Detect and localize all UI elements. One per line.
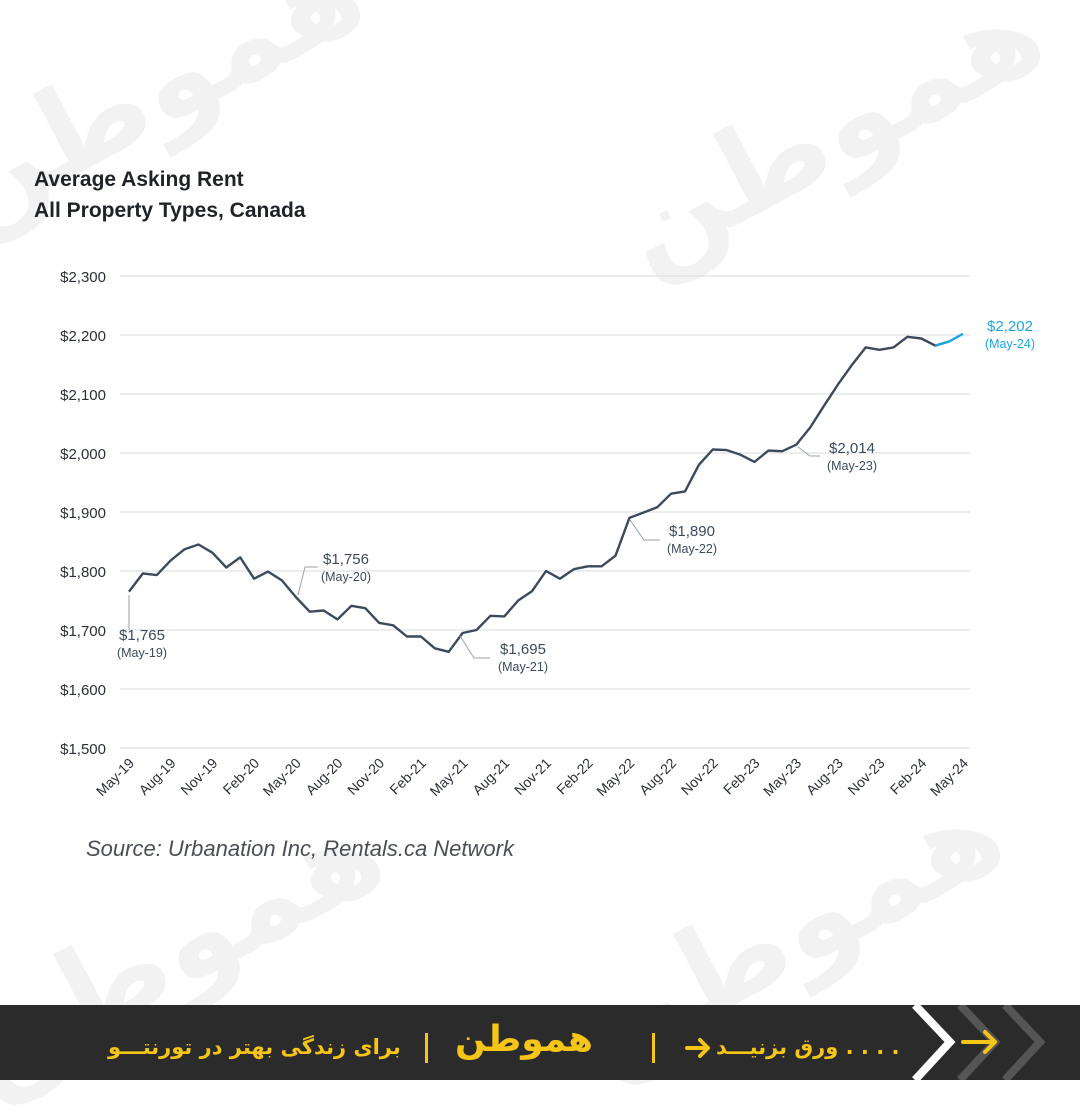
annotation-value: $2,014 <box>829 440 875 457</box>
footer-swipe-text[interactable]: ورق بزنیـــد . . . . <box>716 1035 900 1059</box>
x-tick-label: Nov-23 <box>844 755 887 798</box>
chart-source: Source: Urbanation Inc, Rentals.ca Netwo… <box>86 836 514 861</box>
y-tick-label: $1,500 <box>60 741 106 758</box>
footer-divider <box>425 1033 428 1063</box>
x-tick-label: Aug-22 <box>636 755 679 798</box>
footer-brand-logo: همو‌طن <box>455 1019 593 1060</box>
y-tick-label: $2,100 <box>60 387 106 404</box>
x-tick-label: Feb-24 <box>887 755 930 798</box>
annotation-value: $1,695 <box>500 641 546 658</box>
footer-tagline: برای زندگی بهتر در تورنتـــو <box>108 1035 401 1059</box>
annotation-date: (May-21) <box>498 660 548 674</box>
chevron-right-icon <box>905 1002 1065 1083</box>
x-tick-label: Aug-20 <box>302 755 345 798</box>
x-tick-label: Feb-20 <box>220 755 263 798</box>
x-tick-label: May-20 <box>260 755 304 799</box>
annotation-leader <box>797 446 820 457</box>
footer-divider <box>652 1033 655 1063</box>
x-tick-label: Aug-21 <box>469 755 512 798</box>
x-tick-label: Nov-20 <box>344 755 387 798</box>
y-tick-label: $1,600 <box>60 682 106 699</box>
annotation-leader <box>459 635 490 659</box>
annotation-leader <box>629 519 660 541</box>
x-tick-label: Nov-22 <box>678 755 721 798</box>
x-tick-label: Feb-23 <box>720 755 763 798</box>
chart-title: Average Asking Rent <box>34 168 244 191</box>
annotation-date: (May-24) <box>985 337 1035 351</box>
x-tick-label: May-24 <box>927 755 971 799</box>
annotation-date: (May-23) <box>827 459 877 473</box>
x-tick-label: Nov-21 <box>511 755 554 798</box>
x-tick-label: May-19 <box>93 755 137 799</box>
annotation-date: (May-19) <box>117 646 167 660</box>
x-tick-label: Feb-21 <box>386 755 429 798</box>
swipe-arrow-icon <box>684 1033 714 1063</box>
footer-bar: برای زندگی بهتر در تورنتـــو همو‌طن ورق … <box>0 1002 1080 1083</box>
chart-title-block: Average Asking Rent All Property Types, … <box>34 164 306 226</box>
annotation-date: (May-20) <box>321 570 371 584</box>
annotation-date: (May-22) <box>667 542 717 556</box>
annotation-leader <box>297 566 318 596</box>
x-tick-label: May-23 <box>760 755 804 799</box>
y-tick-label: $1,900 <box>60 505 106 522</box>
x-tick-label: Nov-19 <box>177 755 220 798</box>
annotation-value: $2,202 <box>987 318 1033 335</box>
x-tick-label: Aug-19 <box>136 755 179 798</box>
x-tick-label: Feb-22 <box>553 755 596 798</box>
annotation-value: $1,765 <box>119 627 165 644</box>
y-tick-label: $2,000 <box>60 446 106 463</box>
y-tick-label: $1,700 <box>60 623 106 640</box>
y-tick-label: $1,800 <box>60 564 106 581</box>
y-tick-label: $2,200 <box>60 328 106 345</box>
chart-subtitle: All Property Types, Canada <box>34 199 306 222</box>
annotation-value: $1,890 <box>669 523 715 540</box>
x-tick-label: May-22 <box>593 755 637 799</box>
annotation-value: $1,756 <box>323 551 369 568</box>
line-chart: $1,500 $1,600 $1,700 $1,800 $1,900 $2,000 $2,1… <box>60 269 1035 799</box>
series-line <box>128 335 950 653</box>
x-tick-label: Aug-23 <box>803 755 846 798</box>
x-tick-label: May-21 <box>426 755 470 799</box>
y-tick-label: $2,300 <box>60 269 106 286</box>
series-line-latest <box>934 332 964 347</box>
